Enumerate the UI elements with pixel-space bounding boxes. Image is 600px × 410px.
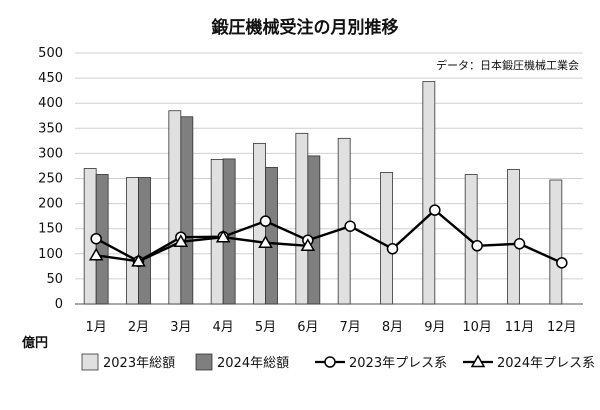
point-circle-2023 — [90, 232, 102, 245]
legend-swatch — [81, 353, 99, 371]
bar-2023 — [422, 81, 436, 305]
y-tick-label: 100 — [38, 247, 63, 262]
legend-label: 2024年総額 — [217, 356, 289, 371]
point-triangle-2024 — [258, 235, 273, 249]
point-circle-2023 — [259, 215, 272, 227]
x-tick-label: 11月 — [505, 320, 535, 335]
bar-2023 — [126, 177, 139, 305]
point-triangle-2024 — [131, 253, 146, 267]
source-note: データ：日本鍛圧機械工業会 — [436, 58, 579, 72]
gridlines — [75, 52, 583, 305]
x-tick-label: 1月 — [86, 320, 107, 335]
y-tick-label: 150 — [38, 222, 63, 237]
point-circle-2023 — [429, 204, 441, 216]
x-tick-label: 2月 — [128, 320, 149, 335]
y-tick-label: 350 — [38, 121, 63, 136]
x-tick-label: 3月 — [170, 320, 191, 335]
legend-marker-triangle — [470, 354, 486, 368]
y-tick-label: 0 — [55, 297, 63, 312]
x-tick-label: 8月 — [382, 320, 403, 335]
x-tick-label: 4月 — [213, 320, 234, 335]
y-tick-label: 250 — [38, 172, 63, 187]
legend-label: 2024年プレス系 — [497, 356, 595, 371]
bar-2023 — [295, 132, 309, 305]
bar-2023 — [549, 179, 563, 305]
bar-2023 — [168, 110, 182, 305]
lines-layer — [88, 204, 568, 269]
point-circle-2023 — [513, 238, 526, 250]
point-triangle-2024 — [173, 234, 189, 248]
x-axis: 1月 2月 3月 4月 5月 6月 7月 8月 9月 10月 11月 12月 — [86, 320, 577, 335]
bar-2024 — [138, 177, 151, 305]
line-2024 — [95, 236, 308, 263]
x-tick-label: 5月 — [255, 320, 276, 335]
legend-label: 2023年プレス系 — [349, 356, 447, 371]
bar-2024 — [307, 155, 321, 305]
point-circle-2023 — [344, 220, 356, 232]
chart-title: 鍛圧機械受注の月別推移 — [212, 17, 399, 38]
y-tick-label: 50 — [46, 272, 63, 287]
bars-layer — [83, 81, 563, 305]
y-tick-label: 300 — [38, 146, 63, 161]
point-triangle-2024 — [215, 229, 231, 243]
legend: 2023年総額 2024年総額 2023年プレス系 2024年プレス系 — [81, 353, 595, 371]
y-tick-label: 500 — [38, 46, 63, 61]
point-circle-2023 — [386, 243, 399, 255]
line-2023 — [95, 208, 563, 264]
x-tick-label: 9月 — [424, 320, 445, 335]
legend-marker-circle — [324, 356, 336, 368]
x-tick-label: 7月 — [340, 320, 361, 335]
bar-2024 — [180, 116, 194, 305]
y-tick-label: 400 — [38, 96, 63, 111]
point-circle-2023 — [471, 240, 483, 252]
y-axis: 0 50 100 150 200 250 300 350 400 450 500 — [38, 46, 63, 312]
x-tick-label: 12月 — [547, 320, 577, 335]
bar-2023 — [507, 169, 520, 305]
unit-label: 億円 — [22, 335, 48, 351]
y-tick-label: 200 — [38, 197, 63, 212]
y-tick-label: 450 — [38, 71, 63, 86]
bar-2024 — [265, 167, 278, 305]
legend-label: 2023年総額 — [103, 356, 175, 371]
point-circle-2023 — [556, 257, 568, 269]
x-tick-label: 6月 — [297, 320, 318, 335]
x-tick-label: 10月 — [462, 320, 492, 335]
legend-swatch — [195, 353, 213, 371]
point-triangle-2024 — [300, 238, 316, 252]
point-triangle-2024 — [88, 247, 104, 261]
bar-2023 — [380, 172, 393, 305]
